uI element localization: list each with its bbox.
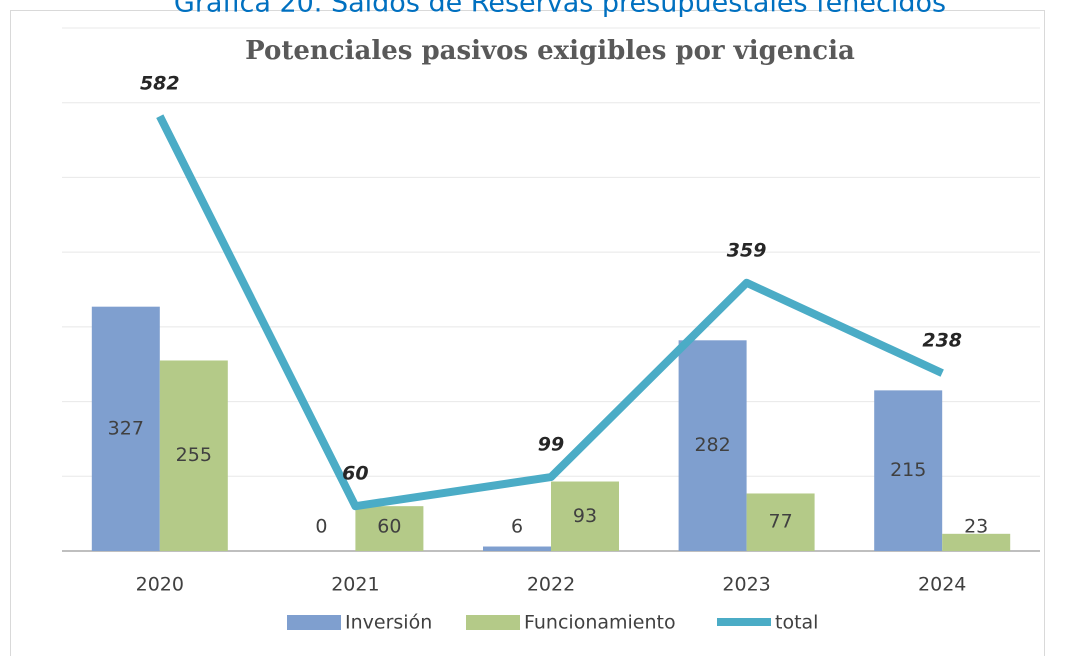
- bar-label: 60: [377, 516, 401, 538]
- line-label: 238: [922, 330, 962, 352]
- bar: [874, 390, 943, 551]
- legend-label: total: [775, 612, 818, 634]
- line-label: 359: [727, 239, 767, 261]
- legend-swatch: [287, 615, 341, 630]
- x-tick-label: 2023: [722, 574, 770, 596]
- x-tick-label: 2021: [331, 574, 379, 596]
- caption: Gráfica 20. Saldos de Reservas presupues…: [174, 0, 946, 19]
- legend-swatch: [466, 615, 520, 630]
- bar-label: 23: [964, 516, 988, 538]
- bar-label: 255: [176, 444, 212, 466]
- x-tick-label: 2022: [527, 574, 575, 596]
- bar: [91, 306, 160, 551]
- bar: [159, 360, 228, 551]
- bar-label: 282: [694, 434, 730, 456]
- bar-label: 6: [511, 516, 523, 538]
- bar: [678, 340, 747, 551]
- chart-frame: [10, 10, 1045, 656]
- legend-label: Inversión: [345, 612, 432, 634]
- chart-title: Potenciales pasivos exigibles por vigenc…: [245, 36, 855, 66]
- bar: [551, 481, 619, 551]
- bar: [942, 533, 1011, 551]
- bar-label: 327: [108, 417, 144, 439]
- legend-label: Funcionamiento: [524, 612, 676, 634]
- x-tick-label: 2020: [136, 574, 184, 596]
- bar-label: 77: [769, 511, 793, 533]
- bar-label: 93: [573, 505, 597, 527]
- line: [156, 114, 944, 511]
- line-label: 99: [538, 434, 564, 456]
- line-label: 60: [342, 463, 368, 485]
- bar: [483, 546, 551, 551]
- bar-label: 215: [890, 459, 926, 481]
- bar: [355, 506, 424, 551]
- bar: [746, 493, 815, 551]
- bar-label: 0: [315, 516, 327, 538]
- x-tick-label: 2024: [918, 574, 966, 596]
- line-label: 582: [140, 73, 180, 95]
